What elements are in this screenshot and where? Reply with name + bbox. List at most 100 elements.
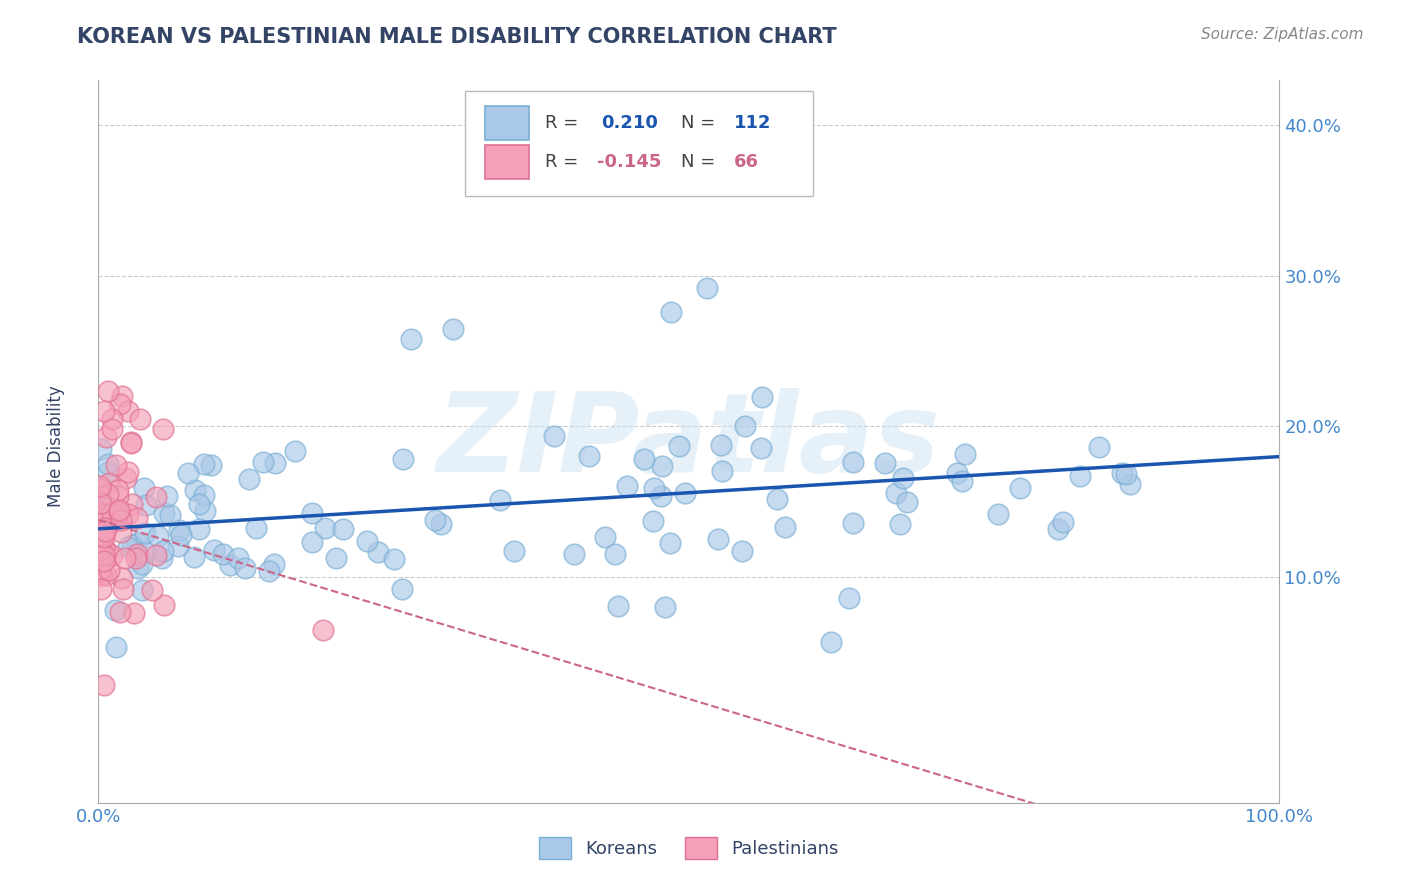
Point	[91, 567, 114, 582]
Point	[946, 466, 969, 480]
Point	[382, 551, 405, 566]
Point	[159, 508, 181, 522]
Point	[616, 479, 638, 493]
Point	[187, 497, 209, 511]
Point	[117, 404, 139, 418]
Point	[107, 489, 129, 503]
Point	[430, 516, 453, 531]
Point	[93, 507, 115, 521]
Point	[111, 571, 134, 585]
Point	[120, 435, 142, 450]
Point	[146, 529, 169, 543]
Text: R =: R =	[546, 153, 583, 171]
Point	[170, 528, 193, 542]
Point	[193, 488, 215, 502]
Point	[121, 538, 143, 552]
Point	[1047, 522, 1070, 536]
Point	[89, 483, 111, 497]
Point	[1052, 515, 1074, 529]
Text: N =: N =	[681, 153, 721, 171]
Point	[252, 455, 274, 469]
Point	[707, 533, 730, 547]
Point	[134, 525, 156, 540]
Point	[127, 561, 149, 575]
Point	[710, 437, 733, 451]
Point	[633, 452, 655, 467]
Point	[503, 544, 526, 558]
Point	[91, 528, 114, 542]
Point	[108, 605, 131, 619]
Point	[127, 511, 149, 525]
Point	[93, 403, 115, 417]
Point	[125, 551, 148, 566]
Point	[117, 540, 139, 554]
Point	[131, 582, 153, 597]
Point	[90, 495, 112, 509]
Point	[875, 456, 897, 470]
Point	[90, 582, 112, 596]
Point	[117, 465, 139, 479]
Point	[108, 397, 131, 411]
Point	[263, 558, 285, 572]
Text: 66: 66	[734, 153, 759, 171]
Point	[167, 523, 190, 537]
Point	[96, 486, 118, 500]
Point	[1069, 468, 1091, 483]
Point	[257, 564, 280, 578]
Point	[1088, 440, 1111, 454]
Point	[1111, 466, 1133, 480]
Point	[98, 563, 121, 577]
Point	[188, 522, 211, 536]
Text: 0.210: 0.210	[602, 114, 658, 132]
Point	[391, 452, 413, 467]
Point	[578, 450, 600, 464]
Point	[90, 554, 112, 568]
Point	[153, 506, 176, 520]
Point	[89, 478, 111, 492]
Point	[283, 444, 305, 458]
Point	[94, 430, 117, 444]
Point	[749, 441, 772, 455]
Point	[93, 524, 115, 538]
Text: N =: N =	[681, 114, 721, 132]
Point	[886, 486, 908, 500]
Point	[314, 521, 336, 535]
Point	[111, 389, 134, 403]
Point	[668, 439, 690, 453]
Point	[114, 471, 136, 485]
FancyBboxPatch shape	[464, 91, 813, 196]
Point	[543, 429, 565, 443]
Point	[401, 332, 423, 346]
Point	[624, 163, 647, 178]
Point	[90, 542, 112, 557]
Point	[128, 412, 150, 426]
Point	[226, 550, 249, 565]
Point	[89, 494, 111, 508]
Point	[200, 458, 222, 472]
Point	[301, 534, 323, 549]
Point	[184, 483, 207, 498]
Point	[177, 467, 200, 481]
Point	[889, 516, 911, 531]
FancyBboxPatch shape	[485, 145, 530, 179]
Point	[891, 470, 914, 484]
Point	[391, 582, 413, 596]
Point	[153, 598, 176, 612]
Point	[90, 505, 112, 519]
Point	[101, 422, 124, 436]
Text: Source: ZipAtlas.com: Source: ZipAtlas.com	[1201, 27, 1364, 42]
Point	[423, 513, 446, 527]
Point	[730, 544, 752, 558]
Point	[101, 412, 124, 426]
Point	[325, 550, 347, 565]
Point	[643, 481, 665, 495]
Text: Male Disability: Male Disability	[48, 385, 65, 507]
Point	[96, 545, 118, 559]
FancyBboxPatch shape	[485, 105, 530, 140]
Point	[93, 548, 115, 562]
Point	[125, 536, 148, 550]
Point	[107, 505, 129, 519]
Point	[562, 548, 585, 562]
Point	[93, 521, 115, 535]
Point	[167, 539, 190, 553]
